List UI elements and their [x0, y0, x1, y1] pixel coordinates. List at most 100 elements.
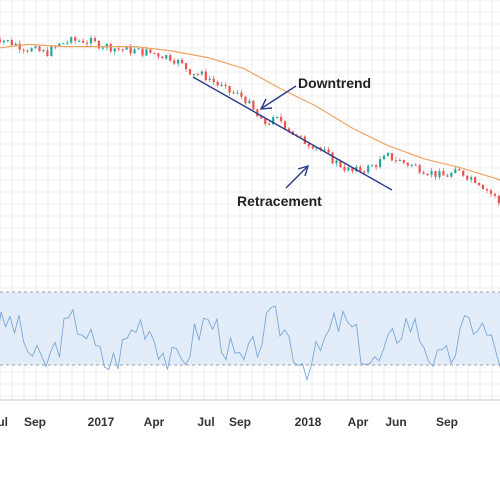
candle-body — [327, 149, 330, 153]
candle-body — [418, 165, 421, 173]
candle-body — [489, 190, 493, 194]
candle-body — [398, 159, 401, 161]
candle-body — [78, 40, 81, 42]
candle-body — [0, 39, 2, 43]
candle-body — [343, 166, 346, 171]
candle-body — [466, 175, 469, 180]
retracement-label: Retracement — [237, 193, 322, 209]
candle-body — [422, 172, 425, 175]
candle-body — [410, 164, 413, 166]
candle-body — [2, 40, 5, 43]
candle-body — [34, 46, 37, 49]
candle-body — [351, 167, 354, 172]
candle-body — [470, 177, 473, 180]
candle-body — [347, 167, 350, 171]
candle-body — [323, 149, 326, 151]
x-tick-label: Sep — [24, 415, 46, 429]
candle-body — [272, 117, 275, 125]
candle-body — [93, 38, 97, 41]
candle-body — [394, 160, 398, 162]
x-tick-label: Apr — [348, 415, 369, 429]
x-axis-ticks: Jul Sep 2017 Apr Jul Sep 2018 Apr Jun Sep — [0, 415, 458, 429]
candle-body — [26, 50, 29, 52]
candle-body — [54, 46, 57, 48]
candle-body — [252, 100, 255, 110]
rsi-band — [0, 292, 500, 365]
candle-body — [240, 92, 243, 97]
candle-body — [283, 121, 287, 129]
candle-body — [386, 153, 390, 156]
candle-body — [335, 160, 338, 164]
candle-body — [173, 60, 176, 64]
candle-body — [212, 78, 215, 82]
candle-body — [125, 46, 128, 50]
moving-average-line — [0, 43, 500, 181]
candle-body — [458, 169, 461, 171]
candle-body — [339, 160, 342, 167]
x-tick-label: Jun — [385, 415, 406, 429]
candle-body — [244, 96, 247, 104]
candle-body — [200, 71, 203, 75]
candle-body — [375, 165, 378, 168]
candle-body — [81, 40, 85, 43]
candle-body — [196, 73, 200, 75]
candle-body — [276, 116, 279, 118]
x-tick-label: 2018 — [295, 415, 322, 429]
candle-body — [30, 48, 33, 52]
candle-body — [85, 42, 89, 44]
candle-body — [382, 155, 386, 160]
candle-body — [454, 169, 457, 173]
candle-body — [390, 153, 394, 161]
x-tick-label: Jul — [197, 415, 214, 429]
candle-body — [149, 49, 152, 53]
candle-body — [161, 56, 164, 59]
candle-body — [474, 177, 477, 184]
candle-body — [137, 48, 140, 50]
candle-body — [109, 43, 112, 52]
candle-body — [101, 47, 104, 49]
candle-body — [188, 69, 192, 75]
candle-body — [62, 43, 65, 45]
candle-body — [287, 128, 291, 132]
candle-body — [165, 55, 168, 59]
candle-body — [117, 48, 120, 50]
candle-body — [50, 46, 53, 57]
candle-body — [113, 48, 116, 52]
candle-body — [121, 49, 124, 51]
candle-body — [406, 162, 409, 166]
candle-body — [208, 78, 211, 80]
candle-body — [319, 147, 322, 150]
candle-body — [22, 49, 25, 51]
candle-body — [363, 171, 366, 173]
candle-body — [129, 46, 132, 54]
candle-body — [359, 166, 362, 172]
x-tick-label: Apr — [144, 415, 165, 429]
candle-body — [70, 37, 73, 43]
x-tick-label: Jul — [0, 415, 8, 429]
candle-body — [264, 118, 267, 124]
candle-body — [18, 43, 21, 50]
candle-body — [216, 81, 219, 86]
candle-body — [153, 52, 156, 54]
candle-body — [307, 143, 310, 147]
candle-body — [204, 71, 207, 80]
candle-body — [434, 171, 437, 177]
candles — [0, 35, 500, 206]
candle-body — [248, 100, 251, 104]
candle-body — [485, 189, 489, 191]
candle-body — [315, 147, 318, 149]
x-tick-label: Sep — [436, 415, 458, 429]
candle-body — [66, 42, 69, 44]
candle-body — [378, 159, 382, 168]
candle-body — [446, 175, 449, 177]
candle-body — [38, 46, 41, 52]
candle-body — [157, 53, 160, 57]
candle-body — [97, 40, 101, 49]
candle-body — [438, 171, 441, 177]
candle-body — [268, 123, 271, 125]
downtrend-label: Downtrend — [298, 75, 371, 91]
candle-body — [260, 116, 263, 119]
candle-body — [74, 37, 77, 41]
candle-body — [414, 164, 417, 166]
rsi-line — [0, 305, 500, 382]
